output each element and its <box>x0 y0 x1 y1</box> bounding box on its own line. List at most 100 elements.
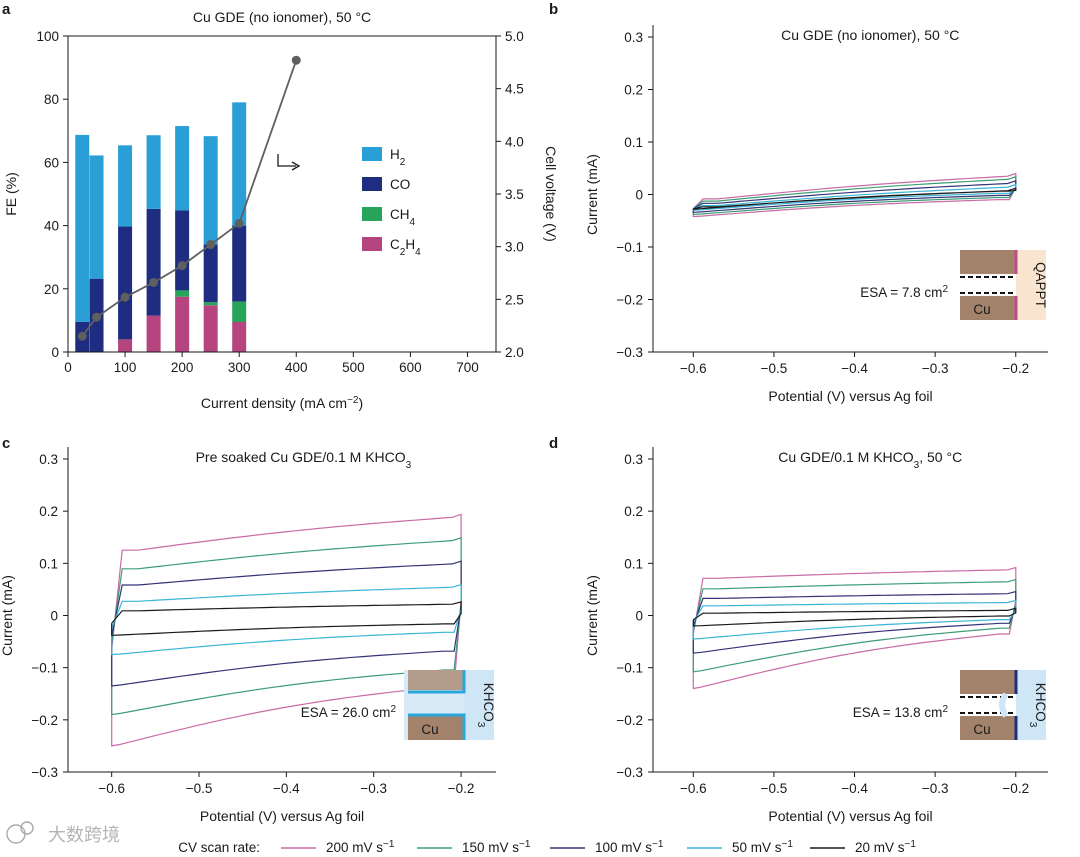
bar-h2 <box>203 136 218 245</box>
y2-axis-label: Cell voltage (V) <box>543 146 559 242</box>
inset-top-layer <box>408 670 464 690</box>
chart-title: Cu GDE (no ionomer), 50 °C <box>781 27 959 43</box>
bar-ch4 <box>232 301 247 322</box>
y-tick-label: 0.1 <box>624 556 643 571</box>
bar-co <box>175 210 190 291</box>
voltage-point <box>291 55 301 65</box>
bar-h2 <box>75 134 90 322</box>
legend-label: CO <box>390 177 410 192</box>
x-tick-label: −0.2 <box>1002 781 1029 796</box>
watermark-icon <box>20 821 34 835</box>
voltage-point <box>92 312 102 322</box>
y-tick-label: 0.2 <box>39 504 58 519</box>
inset-wet-line <box>408 670 466 694</box>
y-tick-label: 0.2 <box>624 83 643 98</box>
panel-d: d Cu GDE/0.1 M KHCO3, 50 °C −0.3 −0.2 −0.1 0 0… <box>549 435 1048 824</box>
inset-top-layer <box>960 250 1016 274</box>
panel-letter: d <box>549 435 558 452</box>
y-tick-label: 0 <box>635 609 643 624</box>
panel-a: a Cu GDE (no ionomer), 50 °C0 100 200 300 400… <box>2 1 559 411</box>
bar-h2 <box>175 126 190 211</box>
x-tick-label: −0.2 <box>1002 361 1029 376</box>
y-tick-label: 0.3 <box>624 452 643 467</box>
bar-h2 <box>232 102 247 226</box>
y-tick-label: 0 <box>51 345 59 360</box>
x-tick-label: −0.4 <box>841 361 868 376</box>
inset-cu-label: Cu <box>973 302 990 317</box>
y2-tick-label: 3.5 <box>505 187 524 202</box>
y2-tick-label: 5.0 <box>505 29 524 44</box>
voltage-point <box>206 240 216 250</box>
scan-rate-legend: CV scan rate: 200 mV s−1 150 mV s−1 100 mV … <box>178 839 916 856</box>
cv-curve <box>692 187 1017 210</box>
bar-c2h4 <box>232 321 247 352</box>
legend-label: H2 <box>390 147 406 168</box>
x-tick-label: −0.4 <box>273 781 300 796</box>
voltage-point <box>149 277 159 287</box>
x-tick-label: −0.5 <box>186 781 213 796</box>
chart-title: Cu GDE (no ionomer), 50 °C <box>193 9 371 25</box>
panel-letter: a <box>2 1 11 18</box>
cv-curve <box>111 560 462 687</box>
y-tick-label: 0 <box>50 609 58 624</box>
inset-cu-layer <box>408 716 464 740</box>
y-tick-label: 0.3 <box>39 452 58 467</box>
x-tick-label: −0.4 <box>841 781 868 796</box>
x-tick-label: 200 <box>171 360 194 375</box>
x-axis-label: Current density (mA cm−2) <box>201 395 363 412</box>
y-tick-label: −0.2 <box>31 713 58 728</box>
y-tick-label: −0.3 <box>616 345 643 360</box>
legend-label: C2H4 <box>390 237 421 258</box>
panel-b: b Cu GDE (no ionomer), 50 °C −0.3 −0.2 −0.1 0… <box>549 1 1048 404</box>
inset-wet-line <box>408 713 466 740</box>
legend-swatch <box>362 147 382 161</box>
x-tick-label: 500 <box>342 360 365 375</box>
y-tick-label: 0.3 <box>624 30 643 45</box>
watermark-text: 大数跨境 <box>48 825 120 845</box>
y-axis-label: Current (mA) <box>584 154 600 235</box>
y-tick-label: 40 <box>44 219 59 234</box>
y-tick-label: −0.1 <box>616 240 643 255</box>
x-tick-label: −0.6 <box>98 781 125 796</box>
y2-tick-label: 4.5 <box>505 82 524 97</box>
inset-cu-layer <box>960 716 1016 740</box>
x-tick-label: 600 <box>399 360 422 375</box>
voltage-point <box>120 292 130 302</box>
y-tick-label: 20 <box>44 282 59 297</box>
y-tick-label: −0.3 <box>31 765 58 780</box>
y2-tick-label: 2.5 <box>505 292 524 307</box>
x-tick-label: −0.3 <box>922 781 949 796</box>
panel-letter: c <box>2 435 10 452</box>
cv-curve <box>111 583 462 656</box>
x-tick-label: 300 <box>228 360 251 375</box>
bar-co <box>203 244 218 303</box>
inset-cu-label: Cu <box>421 722 438 737</box>
inset-electrolyte <box>464 670 494 740</box>
bar-h2 <box>118 145 133 227</box>
voltage-line <box>81 59 298 337</box>
arrow-head-icon <box>291 161 301 171</box>
voltage-point <box>234 218 244 228</box>
x-tick-label: 0 <box>64 360 72 375</box>
x-tick-label: −0.3 <box>922 361 949 376</box>
y-axis-label: FE (%) <box>3 172 19 216</box>
scan-rate-label: 150 mV s−1 <box>462 839 531 856</box>
esa-label: ESA = 7.8 cm2 <box>860 284 948 301</box>
y2-tick-label: 4.0 <box>505 134 524 149</box>
chart-title: Cu GDE/0.1 M KHCO3, 50 °C <box>778 449 962 471</box>
y-tick-label: 0.2 <box>624 504 643 519</box>
bar-co <box>118 226 133 340</box>
inset-schematic: Cu KHCO3 <box>404 670 496 740</box>
inset-schematic: Cu QAPPT <box>960 250 1048 320</box>
panel-letter: b <box>549 1 558 18</box>
legend-swatch <box>362 177 382 191</box>
scan-rate-label: 200 mV s−1 <box>326 839 395 856</box>
arrow-right-icon <box>277 154 296 167</box>
scan-rate-label: 20 mV s−1 <box>855 839 916 856</box>
y-tick-label: −0.2 <box>616 293 643 308</box>
bar-c2h4 <box>203 305 218 352</box>
x-tick-label: −0.3 <box>360 781 387 796</box>
bar-co <box>232 225 247 302</box>
x-axis-label: Potential (V) versus Ag foil <box>768 808 932 824</box>
y-tick-label: 0 <box>635 188 643 203</box>
